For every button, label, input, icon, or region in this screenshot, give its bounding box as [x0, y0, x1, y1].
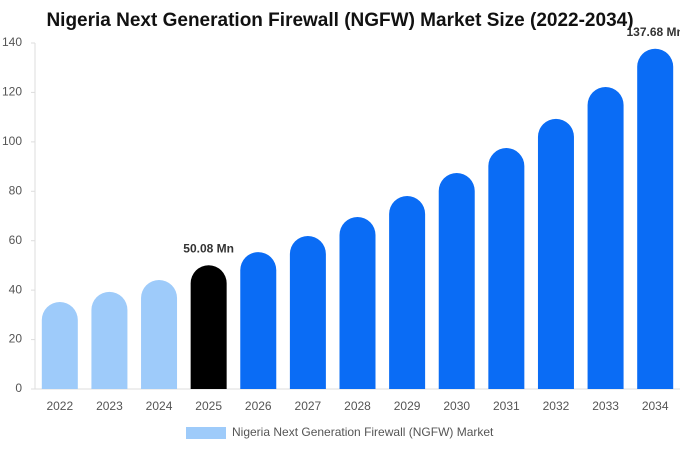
bar: [488, 148, 525, 389]
x-tick-label: 2031: [493, 399, 520, 413]
x-tick-label: 2034: [642, 399, 669, 413]
y-tick-label: 80: [9, 183, 23, 197]
x-tick-label: 2032: [543, 399, 570, 413]
x-tick-label: 2023: [96, 399, 123, 413]
bar: [637, 48, 674, 390]
x-tick-label: 2029: [394, 399, 421, 413]
bar: [289, 236, 326, 389]
x-tick-label: 2025: [195, 399, 222, 413]
legend-swatch: [186, 427, 226, 439]
bar: [438, 172, 475, 389]
y-tick-label: 140: [2, 35, 22, 49]
legend-label: Nigeria Next Generation Firewall (NGFW) …: [232, 425, 494, 439]
x-tick-label: 2030: [443, 399, 470, 413]
value-label: 137.68 Mn: [627, 25, 680, 39]
y-tick-label: 120: [2, 85, 22, 99]
bar: [91, 291, 128, 389]
bar: [587, 86, 624, 389]
y-tick-label: 60: [9, 233, 23, 247]
x-tick-label: 2022: [46, 399, 73, 413]
bar: [389, 195, 426, 389]
x-tick-label: 2027: [295, 399, 322, 413]
value-label: 50.08 Mn: [183, 241, 234, 255]
bar: [190, 265, 227, 389]
bar: [339, 216, 376, 389]
x-tick-label: 2028: [344, 399, 371, 413]
x-tick-label: 2033: [592, 399, 619, 413]
y-tick-label: 0: [15, 381, 22, 395]
x-tick-label: 2024: [146, 399, 173, 413]
bar: [141, 280, 178, 389]
chart-title: Nigeria Next Generation Firewall (NGFW) …: [46, 10, 633, 31]
y-tick-label: 40: [9, 282, 23, 296]
bar: [537, 118, 574, 390]
x-tick-label: 2026: [245, 399, 272, 413]
y-tick-label: 20: [9, 332, 23, 346]
y-tick-label: 100: [2, 134, 22, 148]
bar: [41, 302, 78, 389]
bar: [240, 252, 277, 389]
